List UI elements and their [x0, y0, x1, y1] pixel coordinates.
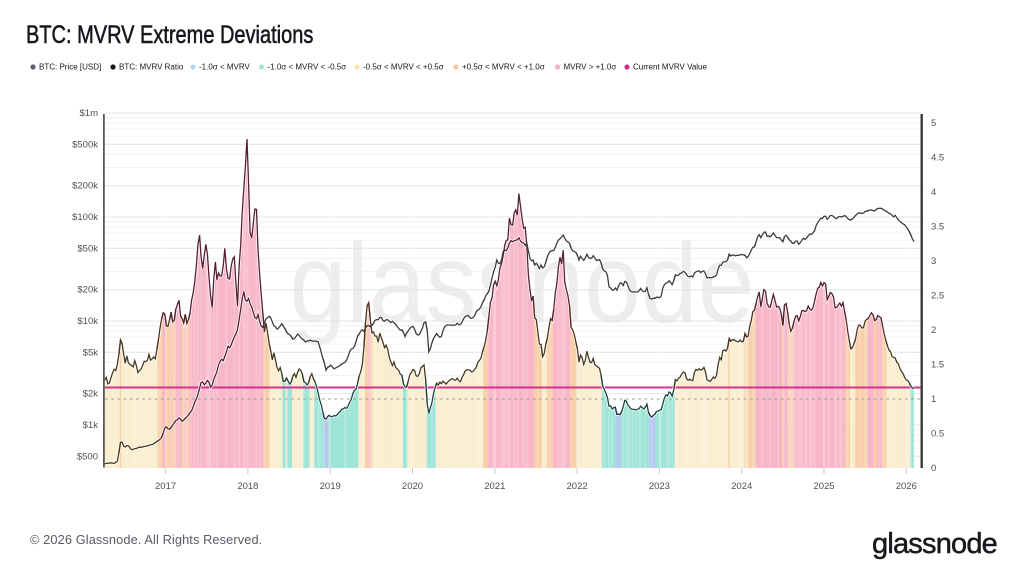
svg-text:$1k: $1k — [83, 420, 99, 431]
svg-text:MVRV > +1.0σ: MVRV > +1.0σ — [564, 63, 617, 72]
svg-text:5: 5 — [931, 118, 936, 129]
svg-text:$10k: $10k — [77, 316, 98, 327]
svg-text:2024: 2024 — [731, 481, 752, 492]
svg-text:$100k: $100k — [72, 212, 98, 223]
svg-text:-1.0σ < MVRV < -0.5σ: -1.0σ < MVRV < -0.5σ — [268, 63, 347, 72]
svg-text:0: 0 — [931, 463, 936, 474]
svg-text:4: 4 — [931, 187, 936, 198]
svg-text:2017: 2017 — [155, 481, 176, 492]
svg-text:2026: 2026 — [896, 481, 917, 492]
svg-text:BTC: MVRV Ratio: BTC: MVRV Ratio — [119, 63, 184, 72]
svg-text:$500k: $500k — [72, 139, 98, 150]
svg-text:+0.5σ < MVRV < +1.0σ: +0.5σ < MVRV < +1.0σ — [462, 63, 545, 72]
svg-text:2019: 2019 — [320, 481, 341, 492]
svg-text:3: 3 — [931, 256, 936, 267]
svg-text:BTC: MVRV Extreme Deviations: BTC: MVRV Extreme Deviations — [26, 21, 313, 49]
svg-text:2: 2 — [931, 325, 936, 336]
svg-text:2020: 2020 — [402, 481, 423, 492]
svg-text:2025: 2025 — [813, 481, 834, 492]
svg-text:4.5: 4.5 — [931, 153, 944, 164]
svg-text:$5k: $5k — [83, 347, 99, 358]
svg-text:-0.5σ < MVRV < +0.5σ: -0.5σ < MVRV < +0.5σ — [363, 63, 444, 72]
svg-text:1: 1 — [931, 394, 936, 405]
svg-text:$2k: $2k — [83, 389, 99, 400]
svg-text:$20k: $20k — [77, 285, 98, 296]
svg-text:2023: 2023 — [649, 481, 670, 492]
svg-text:glassnode: glassnode — [872, 528, 997, 560]
svg-text:BTC: Price [USD]: BTC: Price [USD] — [39, 63, 101, 72]
svg-text:$1m: $1m — [80, 108, 99, 119]
svg-text:3.5: 3.5 — [931, 222, 944, 233]
svg-text:© 2026 Glassnode. All Rights R: © 2026 Glassnode. All Rights Reserved. — [30, 532, 262, 547]
svg-text:1.5: 1.5 — [931, 360, 944, 371]
svg-text:-1.0σ < MVRV: -1.0σ < MVRV — [199, 63, 250, 72]
svg-text:2018: 2018 — [237, 481, 258, 492]
svg-text:2022: 2022 — [567, 481, 588, 492]
svg-text:$50k: $50k — [77, 243, 98, 254]
svg-text:2.5: 2.5 — [931, 291, 944, 302]
svg-text:2021: 2021 — [484, 481, 505, 492]
svg-text:$500: $500 — [77, 451, 98, 462]
svg-text:$200k: $200k — [72, 181, 98, 192]
svg-text:Current MVRV Value: Current MVRV Value — [633, 63, 708, 72]
svg-text:0.5: 0.5 — [931, 429, 944, 440]
